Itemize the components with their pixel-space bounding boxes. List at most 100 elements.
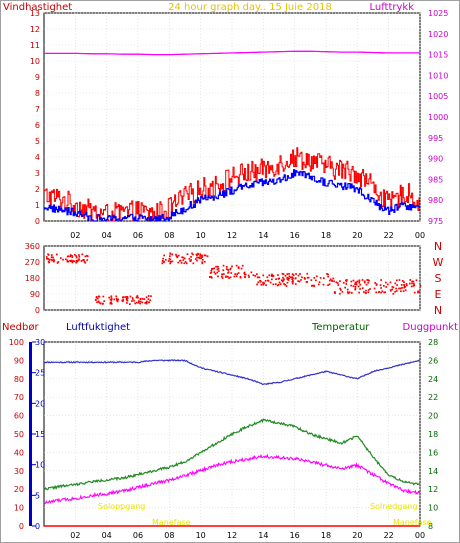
wind-direction-point bbox=[287, 279, 290, 281]
wind-direction-point bbox=[201, 261, 203, 264]
wind-direction-point bbox=[259, 279, 261, 282]
wind-direction-point bbox=[340, 289, 342, 291]
pressure-tick-label: 1020 bbox=[428, 30, 448, 39]
wind-direction-point bbox=[97, 300, 100, 303]
wind-direction-point bbox=[181, 256, 183, 259]
wind-direction-point bbox=[197, 256, 199, 259]
pressure-tick-label: 1015 bbox=[428, 51, 448, 60]
wind-direction-point bbox=[359, 283, 362, 286]
wind-direction-point bbox=[318, 281, 321, 283]
wind-direction-point bbox=[239, 275, 242, 278]
wind-direction-point bbox=[78, 259, 80, 261]
wind-direction-point bbox=[354, 283, 356, 285]
wind-direction-point bbox=[50, 256, 53, 258]
pressure-tick-label: 995 bbox=[428, 134, 443, 143]
wind-direction-point bbox=[380, 291, 383, 294]
wind-direction-point bbox=[217, 267, 220, 270]
wind-direction-point bbox=[355, 283, 358, 286]
wind-direction-point bbox=[337, 284, 340, 286]
wind-average-line bbox=[44, 169, 421, 222]
wind-direction-point bbox=[183, 262, 186, 265]
wind-direction-point bbox=[391, 288, 393, 291]
wind-time-tick-label: 22 bbox=[384, 231, 394, 240]
humidity-time-tick-label: 16 bbox=[290, 531, 300, 540]
wind-direction-point bbox=[304, 278, 306, 280]
wind-direction-point bbox=[313, 277, 316, 279]
wind-direction-point bbox=[409, 279, 412, 281]
wind-direction-point bbox=[282, 279, 285, 282]
wind-direction-point bbox=[291, 273, 294, 275]
label-duggpunkt: Duggpunkt bbox=[403, 322, 459, 333]
wind-direction-point bbox=[413, 282, 415, 285]
wind-direction-point bbox=[117, 298, 119, 301]
wind-direction-point bbox=[161, 262, 164, 265]
compass-labels: N W S E N bbox=[433, 240, 444, 317]
wind-direction-point bbox=[241, 264, 244, 267]
pressure-line bbox=[44, 50, 420, 56]
wind-direction-point bbox=[48, 259, 51, 261]
wind-time-tick-label: 04 bbox=[102, 231, 112, 240]
wind-direction-point bbox=[267, 280, 270, 282]
pressure-tick-label: 1005 bbox=[428, 92, 448, 101]
wind-direction-point bbox=[363, 280, 366, 283]
wind-time-tick-label: 02 bbox=[70, 231, 80, 240]
wind-direction-point bbox=[281, 272, 284, 275]
wind-direction-point bbox=[256, 283, 258, 286]
wind-direction-point bbox=[221, 273, 224, 276]
wind-direction-point bbox=[51, 254, 53, 256]
wind-direction-point bbox=[184, 261, 187, 263]
wind-direction-point bbox=[237, 266, 240, 269]
wind-direction-point bbox=[60, 257, 62, 259]
wind-direction-point bbox=[237, 272, 240, 274]
wind-direction-point bbox=[131, 298, 134, 300]
wind-direction-point bbox=[346, 279, 348, 281]
wind-direction-point bbox=[405, 283, 408, 285]
wind-direction-point bbox=[139, 302, 141, 305]
wind-direction-point bbox=[400, 284, 403, 286]
rain-tick-label: 10 bbox=[14, 504, 24, 513]
wind-direction-point bbox=[339, 292, 341, 295]
wind-direction-point bbox=[297, 280, 299, 282]
wind-direction-point bbox=[169, 258, 172, 261]
wind-direction-point bbox=[196, 254, 198, 256]
wind-direction-point bbox=[139, 298, 142, 300]
wind-direction-point bbox=[169, 255, 171, 258]
wind-direction-point bbox=[217, 275, 219, 278]
wind-direction-point bbox=[343, 281, 345, 284]
wind-direction-point bbox=[95, 296, 98, 299]
wind-direction-point bbox=[336, 282, 339, 284]
wind-direction-point bbox=[216, 268, 219, 271]
wind-direction-point bbox=[272, 283, 275, 286]
wind-direction-point bbox=[185, 262, 188, 265]
wind-direction-point bbox=[69, 260, 72, 262]
wind-direction-point bbox=[361, 279, 364, 281]
wind-direction-point bbox=[345, 280, 348, 283]
wind-direction-point bbox=[367, 289, 370, 291]
wind-direction-point bbox=[145, 300, 148, 303]
wind-direction-point bbox=[225, 268, 228, 270]
pressure-tick-label: 990 bbox=[428, 155, 443, 164]
wind-direction-point bbox=[113, 298, 116, 301]
wind-direction-point bbox=[359, 288, 361, 290]
wind-direction-point bbox=[366, 279, 369, 281]
wind-direction-point bbox=[234, 273, 236, 275]
wind-direction-point bbox=[358, 281, 360, 284]
wind-direction-point bbox=[204, 254, 207, 257]
wind-speed-tick-label: 11 bbox=[30, 41, 40, 50]
wind-direction-point bbox=[211, 268, 213, 270]
wind-direction-point bbox=[411, 282, 413, 285]
wind-direction-point bbox=[126, 297, 129, 299]
wind-direction-point bbox=[210, 271, 213, 274]
wind-direction-point bbox=[81, 253, 84, 256]
wind-direction-point bbox=[254, 275, 257, 277]
wind-direction-point bbox=[177, 254, 180, 257]
wind-time-tick-label: 18 bbox=[321, 231, 331, 240]
wind-direction-point bbox=[332, 277, 335, 280]
wind-direction-point bbox=[280, 279, 283, 282]
wind-direction-point bbox=[73, 260, 76, 263]
wind-direction-point bbox=[198, 257, 201, 259]
wind-direction-point bbox=[327, 275, 329, 278]
wind-direction-point bbox=[202, 259, 204, 261]
wind-direction-point bbox=[200, 256, 203, 258]
wind-direction-point bbox=[277, 274, 279, 276]
